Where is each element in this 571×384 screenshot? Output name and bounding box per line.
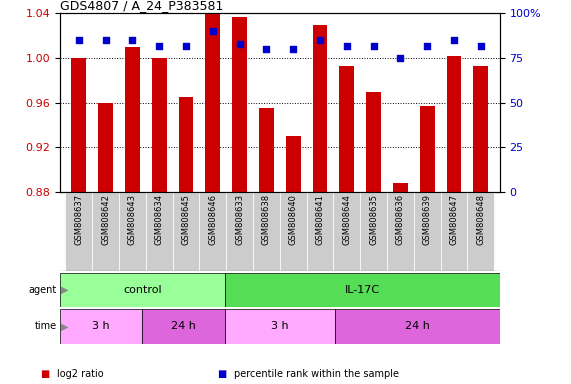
Point bbox=[208, 28, 218, 34]
Bar bbox=[199, 192, 226, 271]
Point bbox=[396, 55, 405, 61]
Bar bbox=[152, 58, 167, 192]
Point bbox=[101, 37, 110, 43]
Text: GDS4807 / A_24_P383581: GDS4807 / A_24_P383581 bbox=[60, 0, 223, 12]
Point bbox=[315, 37, 324, 43]
Bar bbox=[98, 103, 113, 192]
Bar bbox=[366, 91, 381, 192]
Bar bbox=[360, 192, 387, 271]
Text: 24 h: 24 h bbox=[405, 321, 429, 331]
Text: GSM808643: GSM808643 bbox=[128, 194, 137, 245]
Point bbox=[342, 43, 351, 49]
Text: GSM808648: GSM808648 bbox=[476, 194, 485, 245]
Text: 3 h: 3 h bbox=[271, 321, 288, 331]
Point bbox=[423, 43, 432, 49]
Text: 3 h: 3 h bbox=[93, 321, 110, 331]
Bar bbox=[65, 192, 92, 271]
Bar bbox=[420, 106, 435, 192]
Point bbox=[182, 43, 191, 49]
Bar bbox=[468, 192, 494, 271]
Text: IL-17C: IL-17C bbox=[345, 285, 380, 295]
Bar bbox=[387, 192, 414, 271]
Text: GSM808636: GSM808636 bbox=[396, 194, 405, 245]
Text: ■: ■ bbox=[40, 369, 49, 379]
Bar bbox=[226, 192, 253, 271]
Bar bbox=[232, 17, 247, 192]
Text: GSM808641: GSM808641 bbox=[316, 194, 324, 245]
Text: GSM808635: GSM808635 bbox=[369, 194, 378, 245]
Point bbox=[262, 46, 271, 52]
Bar bbox=[146, 192, 172, 271]
Text: log2 ratio: log2 ratio bbox=[57, 369, 104, 379]
Bar bbox=[259, 108, 274, 192]
Bar bbox=[60, 273, 225, 307]
Text: GSM808634: GSM808634 bbox=[155, 194, 164, 245]
Text: GSM808642: GSM808642 bbox=[101, 194, 110, 245]
Bar bbox=[307, 192, 333, 271]
Text: GSM808637: GSM808637 bbox=[74, 194, 83, 245]
Bar bbox=[225, 309, 335, 344]
Bar bbox=[60, 309, 142, 344]
Bar bbox=[339, 66, 354, 192]
Text: GSM808640: GSM808640 bbox=[289, 194, 297, 245]
Text: ▶: ▶ bbox=[61, 321, 69, 331]
Text: GSM808639: GSM808639 bbox=[423, 194, 432, 245]
Point bbox=[476, 43, 485, 49]
Point bbox=[155, 43, 164, 49]
Text: 24 h: 24 h bbox=[171, 321, 196, 331]
Text: GSM808646: GSM808646 bbox=[208, 194, 218, 245]
Bar bbox=[142, 309, 225, 344]
Bar bbox=[313, 25, 327, 192]
Bar bbox=[225, 273, 500, 307]
Bar bbox=[92, 192, 119, 271]
Bar bbox=[280, 192, 307, 271]
Text: GSM808644: GSM808644 bbox=[342, 194, 351, 245]
Text: percentile rank within the sample: percentile rank within the sample bbox=[234, 369, 399, 379]
Bar bbox=[71, 58, 86, 192]
Point bbox=[235, 41, 244, 47]
Bar bbox=[125, 47, 140, 192]
Text: agent: agent bbox=[29, 285, 57, 295]
Text: ▶: ▶ bbox=[61, 285, 69, 295]
Bar bbox=[335, 309, 500, 344]
Text: GSM808645: GSM808645 bbox=[182, 194, 191, 245]
Bar bbox=[179, 97, 194, 192]
Bar bbox=[414, 192, 441, 271]
Bar bbox=[286, 136, 300, 192]
Bar bbox=[447, 56, 461, 192]
Bar bbox=[333, 192, 360, 271]
Text: GSM808647: GSM808647 bbox=[449, 194, 459, 245]
Point bbox=[128, 37, 137, 43]
Point bbox=[449, 37, 459, 43]
Point bbox=[288, 46, 297, 52]
Text: time: time bbox=[35, 321, 57, 331]
Bar bbox=[441, 192, 468, 271]
Bar bbox=[119, 192, 146, 271]
Bar bbox=[473, 66, 488, 192]
Point bbox=[369, 43, 378, 49]
Text: ■: ■ bbox=[217, 369, 226, 379]
Text: control: control bbox=[123, 285, 162, 295]
Text: GSM808633: GSM808633 bbox=[235, 194, 244, 245]
Bar bbox=[206, 13, 220, 192]
Bar bbox=[393, 183, 408, 192]
Text: GSM808638: GSM808638 bbox=[262, 194, 271, 245]
Bar bbox=[253, 192, 280, 271]
Bar bbox=[172, 192, 199, 271]
Point bbox=[74, 37, 83, 43]
